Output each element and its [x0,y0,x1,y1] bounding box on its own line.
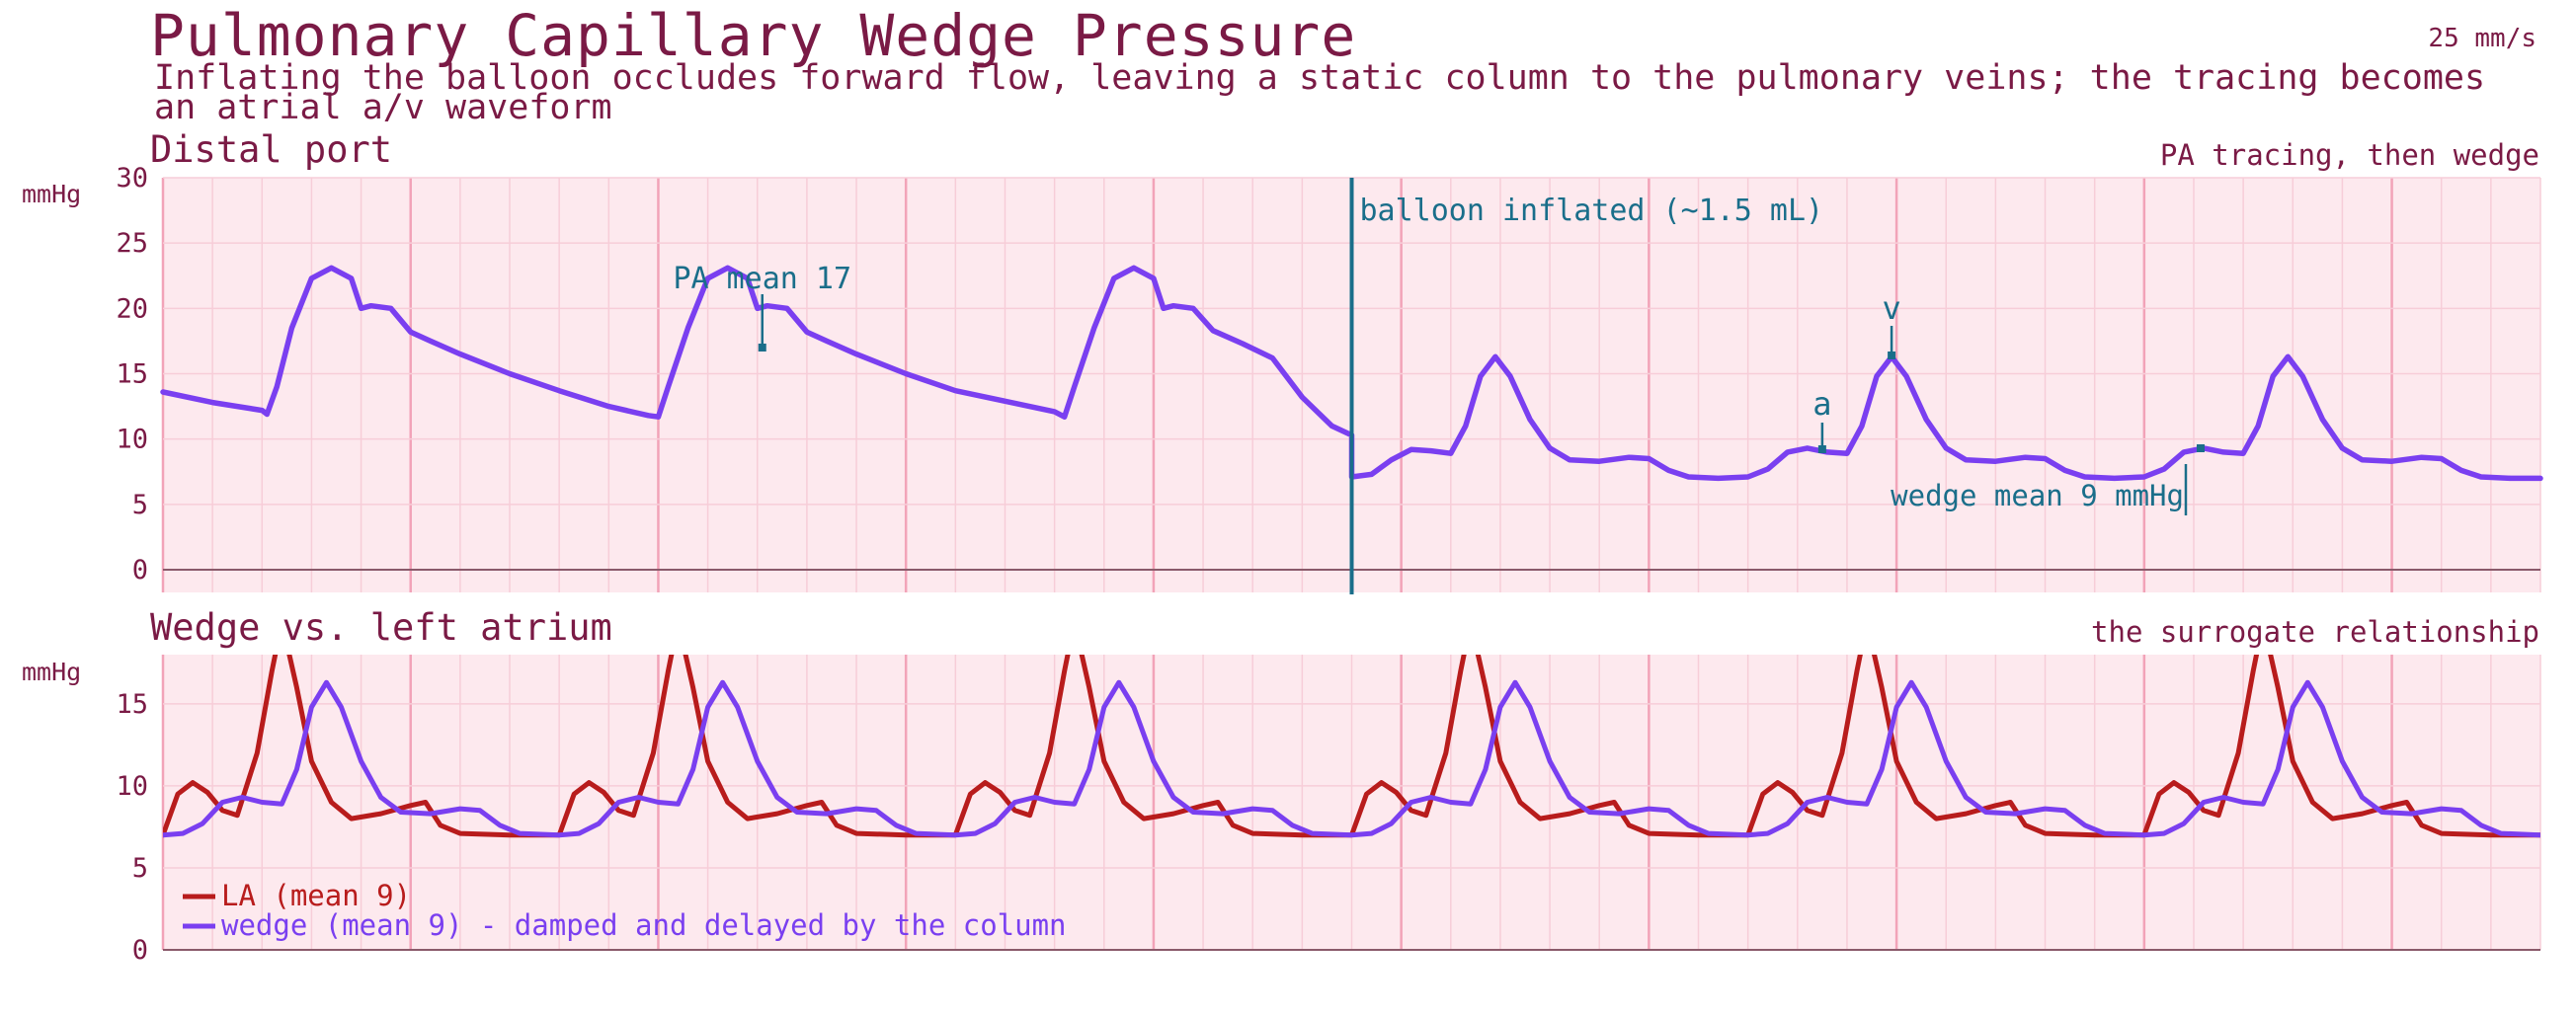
v-wave-label: v [1882,289,1900,327]
panel-wedge-vs-la: 0 5 10 15 LA (mean 9)wedge (mean 9) - damped… [116,655,2541,966]
pa-mean-marker [758,344,766,352]
y-tick-label: 5 [132,490,148,520]
legend-label: LA (mean 9) [221,879,411,912]
panel1-title: Distal port [150,128,393,171]
panel2-note: the surrogate relationship [2091,615,2539,649]
y-tick-label: 0 [132,555,148,586]
a-wave-marker [1817,445,1826,453]
page-title: Pulmonary Capillary Wedge Pressure [150,2,1357,69]
panel2-unit: mmHg [22,658,82,686]
y-tick-label: 25 [116,228,148,259]
legend-label: wedge (mean 9) - damped and delayed by t… [221,908,1067,942]
y-tick-label: 15 [116,689,148,720]
y-tick-label: 30 [116,163,148,194]
panel2-title: Wedge vs. left atrium [150,606,612,649]
wedge-trace [163,679,2540,838]
panel1-unit: mmHg [22,180,82,208]
y-tick-label: 5 [132,853,148,884]
y-tick-label: 15 [116,359,148,390]
v-wave-marker [1888,352,1896,359]
paper-speed: 25 mm/s [2428,24,2536,53]
wedge-mean-label: wedge mean 9 mmHg [1891,479,2184,512]
a-wave-label: a [1812,385,1831,423]
panel1-note: PA tracing, then wedge [2159,138,2539,172]
pa-mean-label: PA mean 17 [673,262,851,296]
pressure-trace [160,265,2543,482]
y-tick-label: 0 [132,935,148,966]
panel-distal-port: 0 5 10 15 20 25 30 balloon inflated (~1.5 mL) PA… [116,163,2543,594]
balloon-inflation-label: balloon inflated (~1.5 mL) [1360,194,1824,228]
y-tick-label: 20 [116,293,148,324]
y-tick-label: 10 [116,425,148,455]
page-subtitle: Inflating the balloon occludes forward f… [154,58,2486,127]
y-tick-label: 10 [116,771,148,802]
wedge-mean-marker [2196,444,2205,452]
